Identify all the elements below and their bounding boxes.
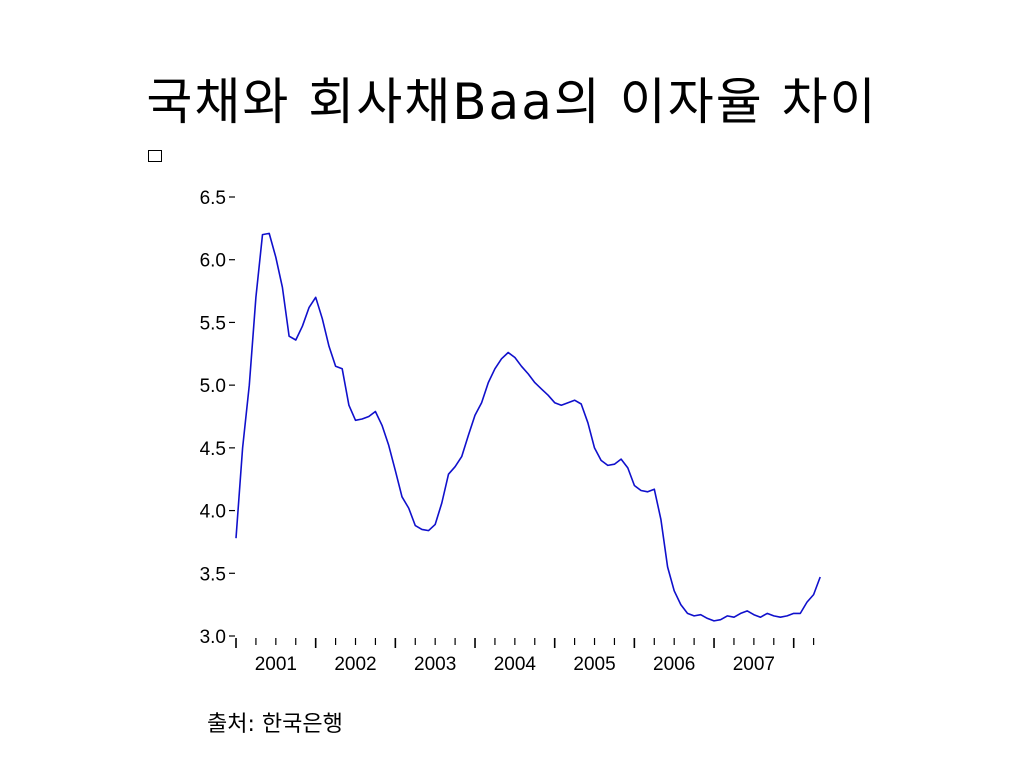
y-tick-label: 4.0 [200, 502, 226, 523]
x-tick-label: 2004 [494, 654, 537, 675]
x-tick-label: 2007 [733, 654, 775, 675]
x-tick-label: 2005 [573, 654, 615, 675]
x-tick-label: 2001 [255, 654, 297, 675]
x-tick-label: 2002 [334, 654, 376, 675]
source-note: 출처: 한국은행 [207, 712, 343, 737]
y-tick-label: 6.0 [200, 251, 226, 272]
slide-title: 국채와 회사채Baa의 이자율 차이 [146, 73, 878, 131]
y-tick-label: 5.0 [200, 376, 226, 397]
x-tick-label: 2006 [653, 654, 695, 675]
y-tick-label: 3.5 [200, 564, 226, 585]
y-tick-label: 5.5 [200, 313, 226, 334]
y-tick-label: 3.0 [200, 627, 226, 648]
y-tick-label: 6.5 [200, 188, 226, 209]
series-line-0 [235, 232, 821, 622]
chart-plot-area [235, 232, 821, 622]
chart-axes: 3.0 3.5 4.0 4.5 5.0 5.5 6.0 6.5 2001 2002 2003 2004… [200, 188, 815, 675]
x-tick-label: 2003 [414, 654, 456, 675]
bullet-marker [148, 150, 162, 162]
y-tick-label: 4.5 [200, 439, 226, 460]
